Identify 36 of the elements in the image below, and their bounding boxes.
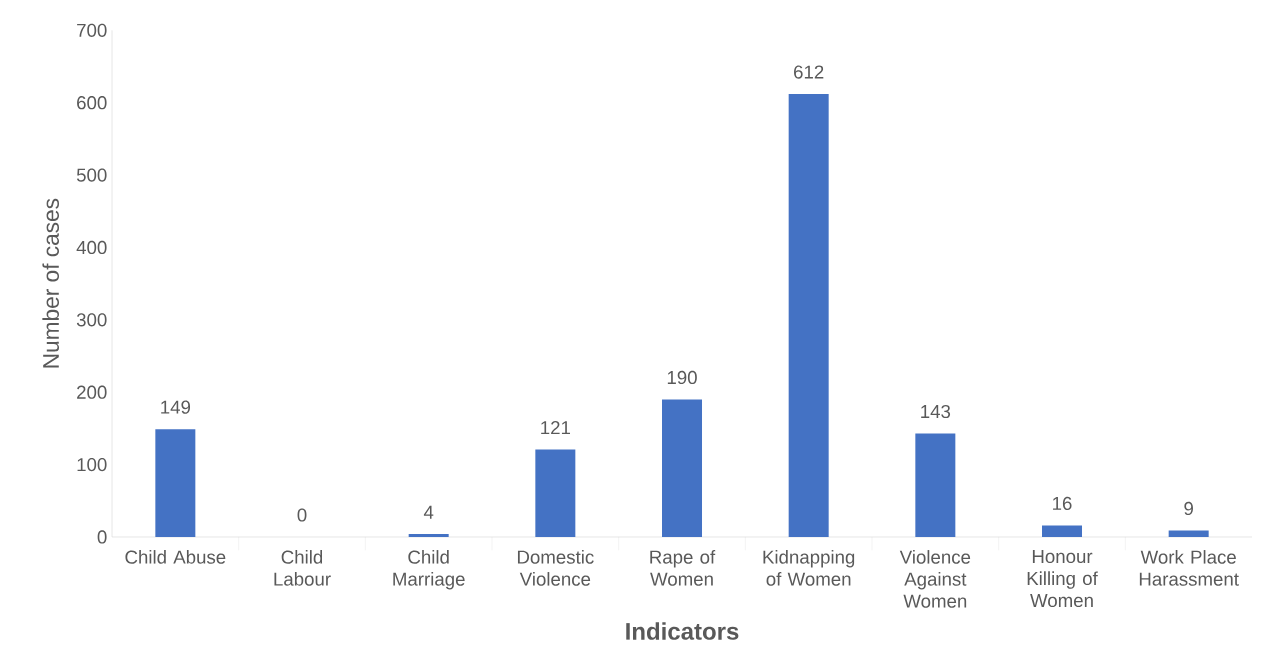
x-tick-label: Work Place Harassment [1139,550,1239,586]
x-tick-label: Child Abuse [125,550,226,564]
data-label: 143 [921,404,951,419]
y-tick-label: 300 [76,313,107,327]
data-label: 190 [667,370,697,385]
data-label: 16 [1053,496,1072,511]
bar [155,429,196,537]
x-tick-label: Kidnapping of Women [763,550,855,586]
data-label: 4 [423,505,434,519]
bar [1042,525,1082,537]
bar [788,94,829,537]
y-tick-label: 200 [77,385,107,399]
x-tick-label: Rape of Women [650,550,716,586]
x-tick-label: Child Labour [274,550,331,586]
x-tick-label: Domestic Violence [517,550,594,586]
bar [408,534,449,537]
bar [662,399,703,537]
data-label: 612 [794,65,824,79]
y-tick-label: 700 [77,23,107,37]
bar [535,449,576,537]
y-tick-label: 600 [77,96,107,110]
bar [1168,530,1209,537]
data-label: 9 [1184,501,1193,516]
y-tick-label: 400 [76,240,107,255]
data-label: 149 [161,400,191,414]
y-tick-label: 500 [76,168,107,182]
data-label: 121 [541,420,570,435]
x-tick-label: Child Marriage [393,550,465,590]
bar [915,433,956,537]
y-tick-label: 0 [97,530,107,544]
x-axis-title: Indicators [626,622,739,640]
x-tick-label: Violence Against Women [899,550,971,608]
data-label: 0 [297,508,307,522]
x-tick-label: Honour Killing of Women [1027,550,1098,608]
y-tick-label: 100 [77,457,107,472]
y-axis-title: Number of cases [42,198,60,368]
